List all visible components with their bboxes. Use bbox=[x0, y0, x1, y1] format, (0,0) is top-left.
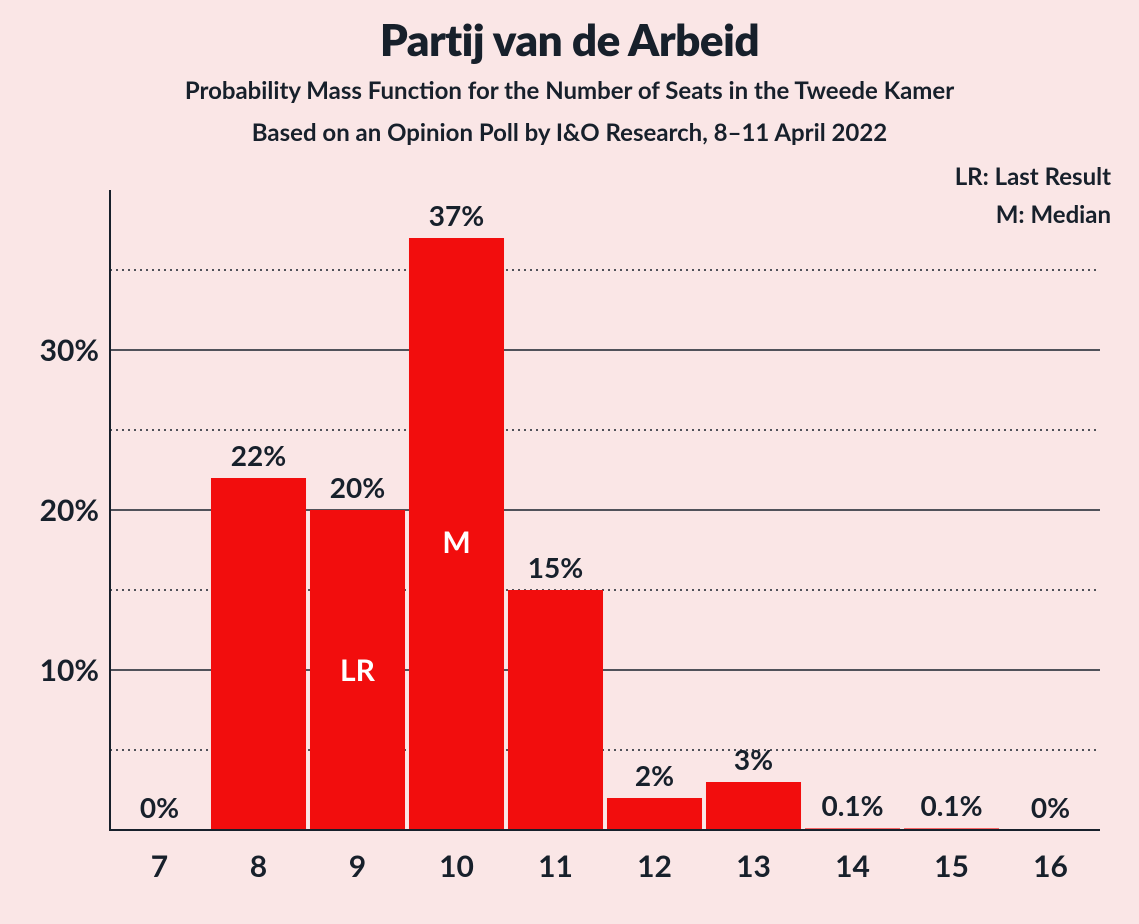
bar bbox=[607, 798, 702, 830]
in-bar-annotation: M bbox=[442, 524, 470, 560]
bar-value-label: 37% bbox=[429, 198, 484, 232]
bar-value-label: 0.1% bbox=[920, 788, 982, 822]
chart-plot bbox=[110, 190, 1100, 830]
y-tick-label: 30% bbox=[9, 332, 99, 368]
x-tick-label: 11 bbox=[538, 848, 573, 884]
bar-value-label: 2% bbox=[635, 758, 674, 792]
x-tick-label: 9 bbox=[349, 848, 366, 884]
in-bar-annotation: LR bbox=[340, 652, 375, 688]
y-tick-label: 10% bbox=[9, 652, 99, 688]
chart-subtitle-1: Probability Mass Function for the Number… bbox=[0, 76, 1139, 105]
bar bbox=[706, 782, 801, 830]
y-tick-label: 20% bbox=[9, 492, 99, 528]
bar-value-label: 15% bbox=[528, 550, 583, 584]
x-tick-label: 13 bbox=[736, 848, 771, 884]
x-tick-label: 16 bbox=[1033, 848, 1068, 884]
bar-value-label: 0% bbox=[1031, 790, 1070, 824]
bar-value-label: 3% bbox=[734, 742, 773, 776]
bar-value-label: 22% bbox=[231, 438, 286, 472]
x-tick-label: 15 bbox=[934, 848, 969, 884]
x-tick-label: 14 bbox=[835, 848, 870, 884]
chart-subtitle-2: Based on an Opinion Poll by I&O Research… bbox=[0, 118, 1139, 147]
x-tick-label: 12 bbox=[637, 848, 672, 884]
bar-value-label: 0% bbox=[140, 790, 179, 824]
x-tick-label: 7 bbox=[151, 848, 168, 884]
bar-value-label: 0.1% bbox=[821, 788, 883, 822]
x-tick-label: 10 bbox=[439, 848, 474, 884]
bar bbox=[508, 590, 603, 830]
chart-title: Partij van de Arbeid bbox=[0, 14, 1139, 66]
bar bbox=[211, 478, 306, 830]
bar-value-label: 20% bbox=[330, 470, 385, 504]
x-tick-label: 8 bbox=[250, 848, 267, 884]
